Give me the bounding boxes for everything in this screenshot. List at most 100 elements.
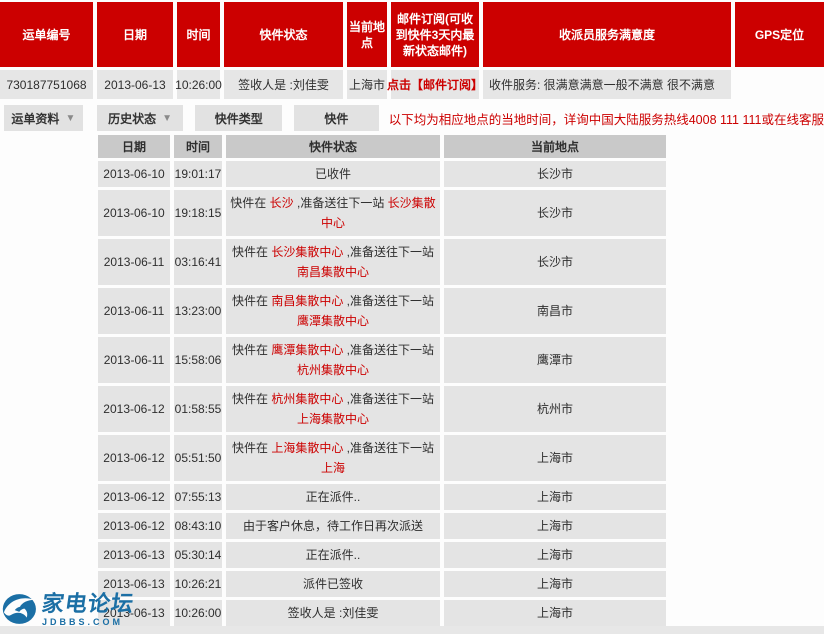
latest-location: 上海市 [347,70,387,99]
status-highlight: 上海 [320,461,345,475]
history-col-status: 快件状态 [226,135,440,158]
satisfaction-options: 收件服务: 很满意满意一般不满意 很不满意 [483,70,731,99]
history-row: 2013-06-12 05:51:50 快件在 上海集散中心 ,准备送往下一站 上海… [98,435,666,481]
history-location: 长沙市 [444,190,666,236]
tab-shipment-type-value[interactable]: 快件 [294,105,379,131]
history-col-date: 日期 [98,135,170,158]
tab-history-status[interactable]: 历史状态 ▼ [96,105,184,131]
tab-bar: 运单资料 ▼ 历史状态 ▼ 快件类型 快件 以下均为相应地点的当地时间，详询中国… [0,105,824,131]
history-status: 正在派件.. [226,484,440,510]
status-highlight: 长沙集散中心 [320,196,436,230]
tab-waybill-info[interactable]: 运单资料 ▼ [4,105,83,131]
status-text: ,准备送往下一站 [343,294,435,308]
history-row: 2013-06-13 10:26:00 签收人是 :刘佳雯 上海市 [98,600,666,626]
tab-shipment-type-label: 快件类型 [214,111,263,126]
history-row: 2013-06-11 15:58:06 快件在 鹰潭集散中心 ,准备送往下一站 杭州… [98,337,666,383]
history-time: 01:58:55 [174,386,222,432]
history-time: 15:58:06 [174,337,222,383]
history-row: 2013-06-10 19:01:17 已收件 长沙市 [98,161,666,187]
tab-history-status-label: 历史状态 [108,111,157,126]
history-location: 南昌市 [444,288,666,334]
status-text: 由于客户休息，待工作日再次派送 [242,519,423,533]
status-highlight: 杭州集散中心 [271,392,344,406]
mail-subscribe-link[interactable]: 点击【邮件订阅】 [387,78,484,92]
history-status: 快件在 鹰潭集散中心 ,准备送往下一站 杭州集散中心 [226,337,440,383]
shipment-summary-table: 运单编号 日期 时间 快件状态 当前地点 邮件订阅(可收到快件3天内最新状态邮件… [0,2,824,99]
status-text: 快件在 [231,392,272,406]
history-date: 2013-06-12 [98,484,170,510]
status-text: 快件在 [231,343,272,357]
history-location: 上海市 [444,542,666,568]
history-date: 2013-06-10 [98,190,170,236]
col-header-tracking-no: 运单编号 [0,2,93,67]
history-col-location: 当前地点 [444,135,666,158]
history-status: 快件在 上海集散中心 ,准备送往下一站 上海 [226,435,440,481]
col-header-time: 时间 [177,2,220,67]
history-location: 上海市 [444,600,666,626]
history-time: 13:23:00 [174,288,222,334]
tab-shipment-type[interactable]: 快件类型 [195,105,283,131]
history-col-time: 时间 [174,135,222,158]
history-row: 2013-06-11 03:16:41 快件在 长沙集散中心 ,准备送往下一站 南昌… [98,239,666,285]
history-location: 上海市 [444,571,666,597]
tracking-number: 730187751068 [0,70,93,99]
history-row: 2013-06-13 05:30:14 正在派件.. 上海市 [98,542,666,568]
history-location: 上海市 [444,484,666,510]
history-time: 19:18:15 [174,190,222,236]
history-row: 2013-06-12 07:55:13 正在派件.. 上海市 [98,484,666,510]
bottom-strip [0,626,824,634]
status-text: 快件在 [230,196,270,210]
history-status: 派件已签收 [226,571,440,597]
history-row: 2013-06-11 13:23:00 快件在 南昌集散中心 ,准备送往下一站 鹰潭… [98,288,666,334]
history-date: 2013-06-10 [98,161,170,187]
history-date: 2013-06-11 [98,337,170,383]
col-header-location: 当前地点 [347,2,387,67]
col-header-gps: GPS定位 [735,2,824,67]
history-status: 快件在 长沙 ,准备送往下一站 长沙集散中心 [226,190,440,236]
status-highlight: 鹰潭集散中心 [271,343,344,357]
history-date: 2013-06-12 [98,435,170,481]
chevron-down-icon: ▼ [65,112,76,124]
status-text: 快件在 [231,441,272,455]
history-status: 快件在 长沙集散中心 ,准备送往下一站 南昌集散中心 [226,239,440,285]
history-status: 快件在 杭州集散中心 ,准备送往下一站 上海集散中心 [226,386,440,432]
status-highlight: 长沙集散中心 [271,245,344,259]
status-highlight: 南昌集散中心 [271,294,344,308]
status-text: 已收件 [314,167,351,181]
status-highlight: 上海集散中心 [271,441,344,455]
history-table: 日期 时间 快件状态 当前地点 2013-06-10 19:01:17 已收件 长沙市… [98,135,666,626]
col-header-satisfaction: 收派员服务满意度 [483,2,731,67]
history-date: 2013-06-12 [98,386,170,432]
history-location: 长沙市 [444,239,666,285]
history-date: 2013-06-11 [98,239,170,285]
status-highlight: 杭州集散中心 [296,363,369,377]
tab-waybill-info-label: 运单资料 [11,111,60,126]
status-highlight: 鹰潭集散中心 [296,314,369,328]
status-text: ,准备送往下一站 [293,196,388,210]
chevron-down-icon: ▼ [162,112,173,124]
history-location: 上海市 [444,513,666,539]
status-text: ,准备送往下一站 [343,392,435,406]
history-status: 正在派件.. [226,542,440,568]
status-text: 快件在 [231,245,272,259]
history-status: 签收人是 :刘佳雯 [226,600,440,626]
history-location: 长沙市 [444,161,666,187]
history-time: 10:26:21 [174,571,222,597]
status-text: ,准备送往下一站 [343,441,435,455]
status-highlight: 上海集散中心 [296,412,369,426]
col-header-status: 快件状态 [224,2,343,67]
status-highlight: 南昌集散中心 [296,265,369,279]
history-status: 由于客户休息，待工作日再次派送 [226,513,440,539]
history-header-row: 日期 时间 快件状态 当前地点 [98,135,666,158]
latest-date: 2013-06-13 [97,70,173,99]
history-date: 2013-06-13 [98,542,170,568]
history-location: 上海市 [444,435,666,481]
history-location: 鹰潭市 [444,337,666,383]
status-text: 签收人是 :刘佳雯 [287,606,379,620]
history-time: 05:51:50 [174,435,222,481]
history-date: 2013-06-13 [98,571,170,597]
col-header-date: 日期 [97,2,173,67]
history-date: 2013-06-12 [98,513,170,539]
history-row: 2013-06-10 19:18:15 快件在 长沙 ,准备送往下一站 长沙集散中心… [98,190,666,236]
col-header-mail-subscribe: 邮件订阅(可收到快件3天内最新状态邮件) [391,2,479,67]
